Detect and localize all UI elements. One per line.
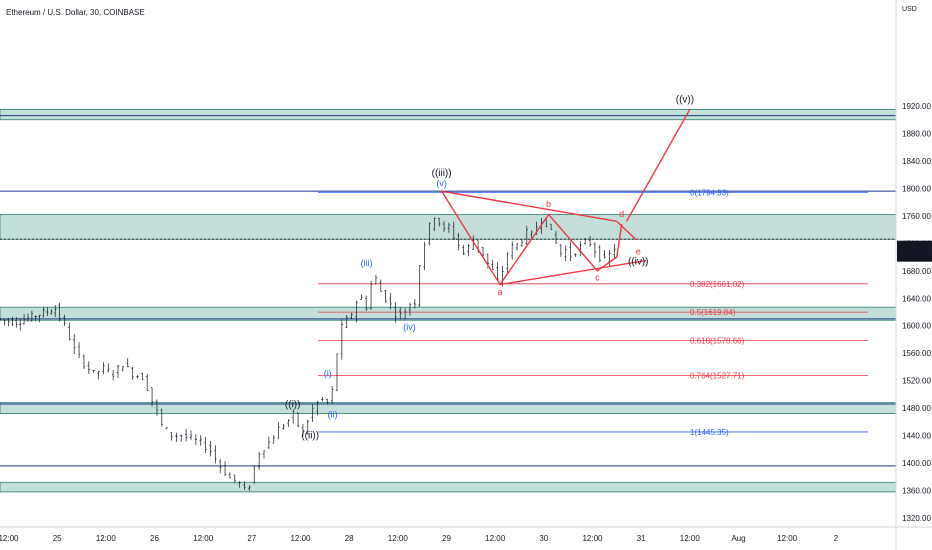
wave-label: (v) — [436, 178, 447, 188]
time-axis-tick-label: 27 — [247, 534, 256, 543]
time-axis-tick-label: 12:00 — [485, 534, 506, 543]
currency-label: USD — [902, 6, 917, 13]
time-axis-tick-label: 2 — [834, 534, 839, 543]
price-axis-tick-label: 1480.00 — [902, 404, 931, 413]
price-axis-tick-label: 1880.00 — [902, 129, 931, 138]
wave-label: (iii) — [361, 258, 373, 268]
time-axis-tick-label: 12:00 — [290, 534, 311, 543]
fib-level-label: 0.618(1578.66) — [690, 336, 745, 345]
time-axis-tick-label: 12:00 — [0, 534, 19, 543]
time-axis-tick-label: 12:00 — [193, 534, 214, 543]
price-axis-tick-label: 1360.00 — [902, 487, 931, 496]
support-resistance-zone — [0, 109, 897, 121]
price-axis-tick-label: 1920.00 — [902, 102, 931, 111]
price-axis-tick-label: 1640.00 — [902, 294, 931, 303]
price-axis-tick-label: 1800.00 — [902, 184, 931, 193]
time-axis-tick-label: 12:00 — [388, 534, 409, 543]
price-axis-tick-label: 1680.00 — [902, 267, 931, 276]
fib-level-label: 0.382(1661.02) — [690, 280, 745, 289]
wave-label: (ii) — [328, 410, 338, 420]
wave-label: e — [636, 246, 641, 256]
support-resistance-zone — [0, 214, 897, 240]
time-axis-tick-label: 25 — [53, 534, 62, 543]
wave-label: (iv) — [403, 322, 416, 332]
wave-label: ((iii)) — [432, 168, 452, 179]
fib-level-label: 0(1794.33) — [690, 188, 729, 197]
current-price-badge — [897, 240, 932, 262]
time-axis-tick-label: 26 — [150, 534, 159, 543]
fib-level-label: 0.5(1619.84) — [690, 308, 736, 317]
wave-label: a — [498, 287, 503, 297]
price-axis-tick-label: 1400.00 — [902, 459, 931, 468]
time-axis-tick-label: 28 — [345, 534, 354, 543]
time-axis-tick-label: Aug — [731, 534, 745, 543]
price-axis-tick-label: 1320.00 — [902, 514, 931, 523]
wave-label: ((v)) — [676, 95, 694, 106]
wave-label: b — [546, 199, 551, 209]
time-axis-tick-label: 12:00 — [777, 534, 798, 543]
bar-countdown: 16:51 — [900, 252, 921, 261]
time-axis-tick-label: 30 — [539, 534, 548, 543]
support-resistance-zone — [0, 306, 897, 321]
time-axis-tick-label: 29 — [442, 534, 451, 543]
wave-label: ((ii)) — [301, 430, 319, 441]
candlestick-series — [0, 217, 616, 491]
fib-level-label: 1(1445.35) — [690, 428, 729, 437]
price-axis-tick-label: 1440.00 — [902, 432, 931, 441]
projection-path — [625, 109, 691, 222]
triangle-lower-trendline — [499, 259, 647, 286]
wave-label: d — [619, 209, 624, 219]
time-axis-tick-label: 12:00 — [582, 534, 603, 543]
triangle-upper-trendline — [441, 190, 617, 223]
price-axis-tick-label: 1600.00 — [902, 322, 931, 331]
wave-label: (i) — [324, 369, 332, 379]
current-price-value: 1713.65 — [900, 243, 929, 252]
time-axis-tick-label: 31 — [637, 534, 646, 543]
triangle-upper-extension — [616, 220, 637, 241]
support-resistance-zone — [0, 481, 897, 493]
triangle-wave-path — [441, 190, 623, 286]
price-axis-tick-label: 1560.00 — [902, 349, 931, 358]
price-axis-tick-label: 1520.00 — [902, 377, 931, 386]
time-axis-tick-label: 12:00 — [96, 534, 117, 543]
price-axis-tick-label: 1760.00 — [902, 212, 931, 221]
time-axis-tick-label: 12:00 — [680, 534, 701, 543]
wave-label: ((i)) — [285, 399, 301, 410]
symbol-title: Ethereum / U.S. Dollar, 30, COINBASE — [6, 8, 145, 17]
wave-label: c — [595, 272, 600, 282]
wave-label: ((iv)) — [628, 257, 649, 268]
price-axis-tick-label: 1840.00 — [902, 157, 931, 166]
fib-level-label: 0.764(1527.71) — [690, 371, 745, 380]
